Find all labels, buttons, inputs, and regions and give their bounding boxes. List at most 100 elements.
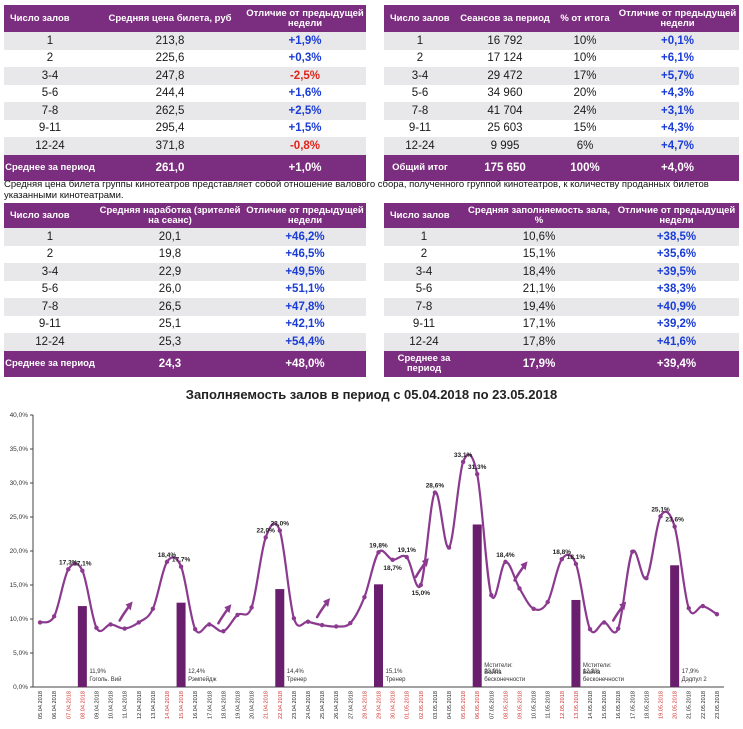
cell-d: +46,2% [244, 228, 366, 246]
cell-c: 2 [384, 49, 456, 67]
table-row: 3-4 18,4% +39,5% [384, 263, 739, 281]
cell-d: +3,1% [616, 102, 739, 120]
x-tick-label: 09.04.2018 [94, 691, 100, 719]
data-point [616, 626, 621, 631]
trend-arrowhead-icon [619, 601, 627, 611]
cell-c: 9-11 [384, 119, 456, 137]
x-tick-label: 21.05.2018 [687, 691, 693, 719]
cell-c: 2 [4, 49, 96, 67]
table-row: 3-4 22,9 +49,5% [4, 263, 366, 281]
data-point [503, 559, 508, 565]
cell-c: 9-11 [384, 315, 464, 333]
data-point [263, 535, 268, 540]
bar-film-label: Мстители: Война бесконечности [484, 663, 525, 683]
col-header-halls: Число залов [4, 203, 96, 228]
x-tick-label: 16.05.2018 [616, 691, 622, 719]
data-point [658, 514, 663, 519]
table-row: 9-11 17,1% +39,2% [384, 315, 739, 333]
table-row: 12-24 25,3 +54,4% [4, 333, 366, 351]
table-row: 9-11 25 603 15% +4,3% [384, 119, 739, 137]
cell-c: 3-4 [4, 67, 96, 85]
cell-d: +6,1% [616, 49, 739, 67]
cell-d: +4,3% [616, 84, 739, 102]
y-tick-label: 35,0% [10, 446, 29, 453]
trend-arrow-icon [513, 564, 526, 582]
col-header-change: Отличие от предыдущей недели [244, 203, 366, 228]
cell-d: -0,8% [244, 137, 366, 155]
avg-occupancy-viewers-table: Число залов Средняя наработка (зрителей … [4, 203, 366, 377]
cell-c: 5-6 [4, 280, 96, 298]
x-tick-label: 05.05.2018 [461, 691, 467, 719]
x-tick-label: 11.05.2018 [546, 691, 552, 719]
data-point [221, 629, 226, 634]
col-header-fill-rate: Средняя заполняемость зала, % [464, 203, 614, 228]
cell-d: +40,9% [614, 298, 739, 316]
trend-arrow-icon [217, 606, 230, 625]
y-tick-label: 25,0% [10, 514, 29, 521]
data-label: 17,1% [73, 561, 92, 568]
cell-v: 9 995 [456, 137, 554, 155]
bar-value-label: 11,9% [89, 669, 106, 675]
data-label: 31,3% [468, 464, 487, 471]
cell-d: +39,5% [614, 263, 739, 281]
data-label: 19,1% [397, 547, 416, 554]
cell-p: 10% [554, 32, 616, 50]
cell-p: 10% [554, 49, 616, 67]
x-tick-label: 06.05.2018 [475, 691, 481, 719]
cell-c: 1 [384, 228, 464, 246]
cell-v: 26,0 [96, 280, 244, 298]
data-label: 19,8% [369, 542, 388, 549]
table-row: 2 15,1% +35,6% [384, 245, 739, 263]
occupancy-line-chart: 0,0% 5,0% 10,0% 15,0% 20,0% 25,0% 30,0% 35,0% 40… [10, 412, 724, 719]
cell-v: 247,8 [96, 67, 244, 85]
x-tick-label: 17.04.2018 [207, 691, 213, 719]
cell-d: +46,5% [244, 245, 366, 263]
table-body: 1 16 792 10% +0,1% 2 17 124 10% +6,1% 3-4 29 472 1… [384, 32, 739, 155]
table-row: 7-8 262,5 +2,5% [4, 102, 366, 120]
table-row: 2 19,8 +46,5% [4, 245, 366, 263]
cell-c: 12-24 [384, 333, 464, 351]
table-row: 3-4 247,8 -2,5% [4, 67, 366, 85]
footer-value: 175 650 [456, 154, 554, 181]
data-point [432, 490, 438, 495]
cell-c: 1 [4, 228, 96, 246]
x-tick-label: 18.04.2018 [221, 691, 227, 719]
cell-c: 12-24 [4, 137, 96, 155]
col-header-avg-price: Средняя цена билета, руб [96, 5, 244, 32]
price-note: Средняя цена билета группы кинотеатров п… [4, 179, 709, 201]
trend-arrowhead-icon [125, 601, 133, 611]
x-tick-label: 24.04.2018 [306, 691, 312, 719]
cell-d: +1,9% [244, 32, 366, 50]
table-row: 9-11 295,4 +1,5% [4, 119, 366, 137]
table-row: 1 20,1 +46,2% [4, 228, 366, 246]
bar-film-label: Дэдпул 2 [682, 677, 708, 683]
x-tick-label: 21.04.2018 [264, 691, 270, 719]
table-row: 1 16 792 10% +0,1% [384, 32, 739, 50]
cell-c: 5-6 [384, 84, 456, 102]
table-row: 5-6 26,0 +51,1% [4, 280, 366, 298]
cell-d: +54,4% [244, 333, 366, 351]
table-row: 5-6 21,1% +38,3% [384, 280, 739, 298]
data-label: 18,1% [567, 554, 586, 561]
data-point [122, 626, 127, 631]
trend-arrowhead-icon [323, 598, 331, 608]
cell-d: +38,5% [614, 228, 739, 246]
table-row: 3-4 29 472 17% +5,7% [384, 67, 739, 85]
col-header-change: Отличие от предыдущей недели [244, 5, 366, 32]
cell-p: 17% [554, 67, 616, 85]
footer-value: 24,3 [96, 350, 244, 377]
data-point [714, 612, 720, 617]
x-tick-label: 23.05.2018 [715, 691, 721, 719]
data-label: 22,0% [256, 527, 275, 534]
x-tick-label: 22.04.2018 [278, 691, 284, 719]
data-label: 17,3% [59, 559, 78, 566]
x-tick-label: 25.04.2018 [320, 691, 326, 719]
x-tick-label: 26.04.2018 [334, 691, 340, 719]
y-tick-label: 0,0% [13, 684, 28, 691]
cell-v: 244,4 [96, 84, 244, 102]
cell-v: 15,1% [464, 245, 614, 263]
cell-v: 295,4 [96, 119, 244, 137]
col-header-halls: Число залов [384, 5, 456, 32]
cell-c: 1 [4, 32, 96, 50]
x-tick-label: 28.04.2018 [362, 691, 368, 719]
